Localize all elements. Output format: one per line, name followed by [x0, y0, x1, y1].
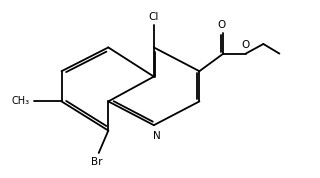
Text: Cl: Cl — [149, 12, 159, 22]
Text: CH₃: CH₃ — [12, 96, 29, 106]
Text: O: O — [218, 20, 226, 30]
Text: N: N — [153, 131, 161, 141]
Text: Br: Br — [91, 157, 103, 167]
Text: O: O — [242, 40, 250, 50]
